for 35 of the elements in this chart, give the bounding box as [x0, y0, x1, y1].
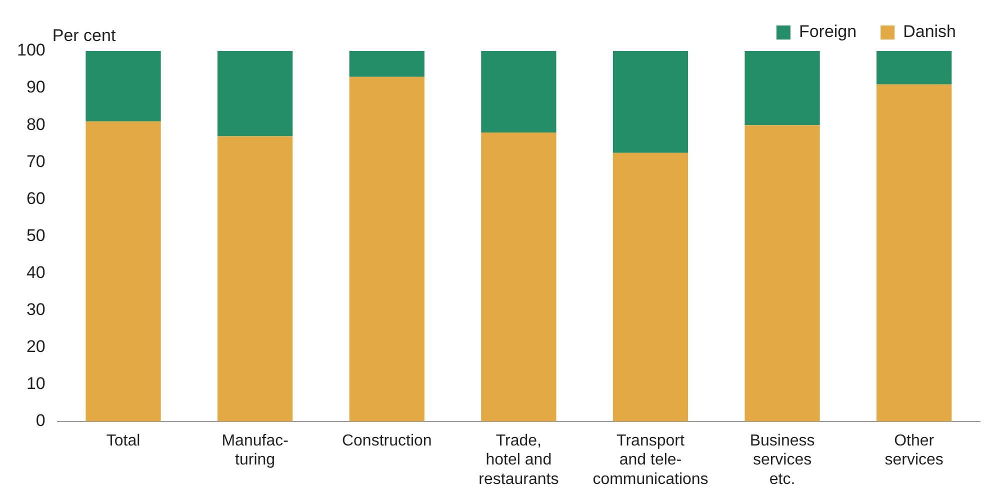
- y-tick-label: 70: [26, 152, 46, 171]
- y-tick-label: 60: [26, 188, 46, 208]
- x-tick-label: Trade, hotel and restaurants: [478, 432, 559, 488]
- x-tick-label: Transport and tele- communications: [592, 432, 708, 488]
- bar: [876, 51, 952, 84]
- y-tick-label: 30: [26, 300, 46, 319]
- y-tick-label: 10: [26, 374, 46, 394]
- bar: [349, 51, 424, 77]
- x-tick-label: Manufac- turing: [222, 432, 288, 469]
- legend-label: Foreign: [798, 22, 857, 42]
- y-axis-title: Per cent: [52, 26, 116, 46]
- bar: [218, 51, 293, 136]
- legend-label: Danish: [903, 22, 956, 42]
- x-tick-label: Construction: [342, 432, 432, 450]
- y-tick-label: 20: [26, 337, 46, 356]
- x-tick-label: Total: [106, 432, 140, 450]
- y-tick-label: 80: [26, 114, 46, 134]
- x-tick-label: Business services etc.: [750, 432, 815, 488]
- y-tick-label: 50: [26, 226, 46, 245]
- bar: [744, 125, 820, 422]
- bar: [612, 51, 688, 153]
- bar: [349, 76, 424, 422]
- bar: [744, 51, 820, 126]
- y-tick-label: 0: [36, 411, 46, 430]
- bar: [876, 84, 952, 422]
- bar: [612, 152, 688, 422]
- bar: [481, 51, 556, 132]
- y-tick-label: 90: [26, 78, 46, 97]
- bar: [481, 132, 556, 422]
- y-tick-label: 40: [26, 262, 46, 282]
- bar: [86, 51, 161, 122]
- y-tick-label: 100: [16, 40, 46, 60]
- x-tick-label: Other services: [884, 432, 944, 469]
- bar: [218, 136, 293, 422]
- bar: [86, 121, 161, 422]
